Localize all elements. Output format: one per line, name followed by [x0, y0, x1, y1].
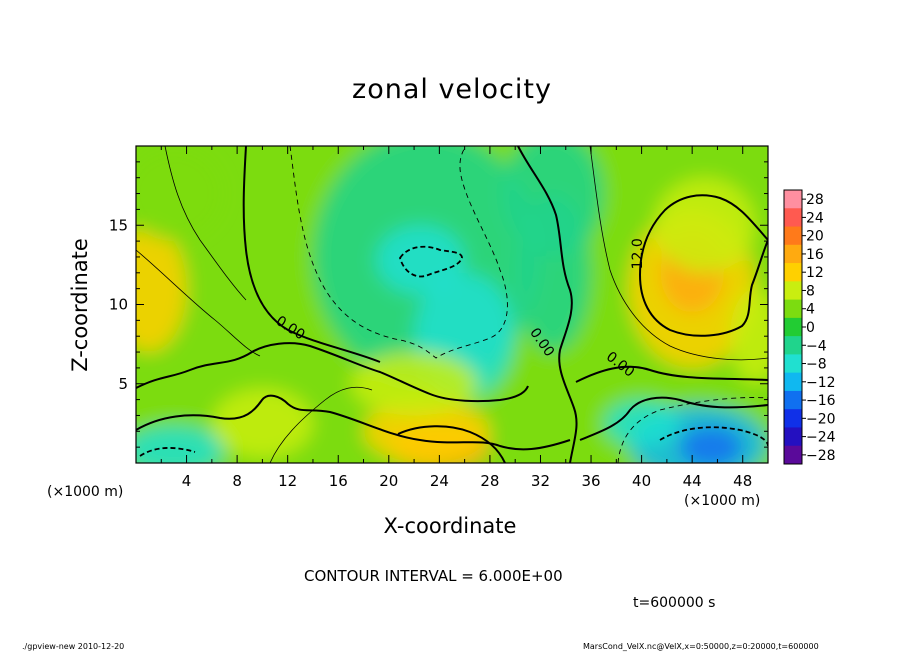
contour-pos-left — [136, 249, 261, 357]
field-blob — [515, 193, 592, 353]
field-blob — [679, 426, 743, 463]
colorbar-swatch — [784, 299, 802, 319]
field-blob — [603, 399, 680, 448]
contour-neg-upper — [289, 146, 508, 359]
colorbar-swatch — [784, 263, 802, 282]
chart-title: zonal velocity — [352, 74, 552, 105]
contour-neg-core — [399, 245, 463, 278]
y-tick-label: 5 — [118, 375, 128, 393]
colorbar-label: 12 — [806, 265, 824, 281]
contour-pos-right — [589, 146, 768, 361]
contour-zero-right — [575, 365, 768, 383]
field-blob — [211, 388, 313, 459]
colorbar-label: −24 — [806, 430, 836, 446]
contour-label: 12.0 — [630, 238, 646, 269]
footer-right-text: MarsCond_VelX.nc@VelX,x=0:50000,z=0:2000… — [583, 642, 819, 651]
x-tick-label: 20 — [379, 472, 398, 490]
x-tick-label: 36 — [581, 472, 600, 490]
colorbar-swatch — [784, 226, 802, 246]
field-blob — [730, 288, 768, 384]
field-blob — [654, 177, 756, 273]
x-tick-label: 24 — [430, 472, 449, 490]
colorbar-swatch — [784, 390, 802, 410]
field-blob — [376, 225, 465, 295]
colorbar-label: 16 — [806, 247, 824, 263]
colorbar-label: −12 — [806, 375, 836, 391]
field-blob — [136, 146, 225, 242]
x-tick-label: 48 — [733, 472, 752, 490]
colorbar-swatch — [784, 244, 802, 264]
contour-zero-bottom — [136, 394, 571, 451]
colorbar-swatch — [784, 372, 802, 392]
colorbar-label: 28 — [806, 192, 824, 208]
colorbar-swatch — [784, 409, 802, 428]
contour-zero-left-upper — [242, 146, 381, 363]
contour-zero-right-lower — [579, 396, 768, 441]
contour-pos-anomaly — [397, 425, 506, 463]
colorbar-label: 8 — [806, 283, 815, 299]
field-blob — [363, 399, 490, 463]
x-unit-label-right: (×1000 m) — [684, 493, 761, 509]
field-blob — [350, 352, 478, 416]
x-tick-label: 12 — [278, 472, 297, 490]
time-label: t=600000 s — [633, 595, 716, 611]
x-tick-label: 8 — [232, 472, 242, 490]
colorbar-swatch — [784, 317, 802, 337]
x-tick-label: 28 — [480, 472, 499, 490]
x-tick-label: 4 — [182, 472, 192, 490]
colorbar-swatch — [784, 281, 802, 301]
x-tick-label: 44 — [683, 472, 702, 490]
colorbar-label: 24 — [806, 210, 824, 226]
colorbar-swatch — [784, 445, 802, 465]
x-tick-label: 40 — [632, 472, 651, 490]
colorbar-swatch — [784, 427, 802, 447]
x-tick-label: 16 — [329, 472, 348, 490]
footer-left-text: ./gpview-new 2010-12-20 — [22, 642, 125, 651]
colorbar-label: −28 — [806, 448, 836, 464]
field-blob — [136, 225, 187, 353]
colorbar-swatch — [784, 336, 802, 355]
colorbar-label: −16 — [806, 393, 836, 409]
contour-pos-bottom — [269, 386, 373, 463]
colorbar-label: 20 — [806, 229, 824, 245]
colorbar-label: −8 — [806, 357, 827, 373]
contour-12-right — [638, 194, 768, 337]
x-tick-label: 32 — [531, 472, 550, 490]
colorbar-swatch — [784, 208, 802, 228]
y-axis-label: Z-coordinate — [68, 238, 92, 372]
x-axis-label: X-coordinate — [383, 514, 517, 538]
contour-neg-bottom-right-outer — [617, 397, 768, 463]
y-tick-label: 15 — [109, 216, 128, 234]
colorbar-swatch — [784, 190, 802, 209]
colorbar-label: 0 — [806, 320, 815, 336]
contour-zero-middle — [517, 146, 578, 463]
colorbar-label: −4 — [806, 338, 827, 354]
y-tick-label: 10 — [109, 296, 128, 314]
colorbar-swatch — [784, 354, 802, 374]
contour-interval-note: CONTOUR INTERVAL = 6.000E+00 — [304, 567, 563, 585]
contour-zero-left — [136, 342, 529, 403]
contour-pos-left-top — [164, 146, 247, 301]
contour-neg-bottom-right — [659, 426, 768, 447]
field-blob — [136, 424, 225, 463]
contour-neg-bottom-left — [139, 447, 196, 457]
colorbar-label: 4 — [806, 302, 815, 318]
x-unit-label-left: (×1000 m) — [47, 484, 124, 500]
colorbar-label: −20 — [806, 411, 836, 427]
